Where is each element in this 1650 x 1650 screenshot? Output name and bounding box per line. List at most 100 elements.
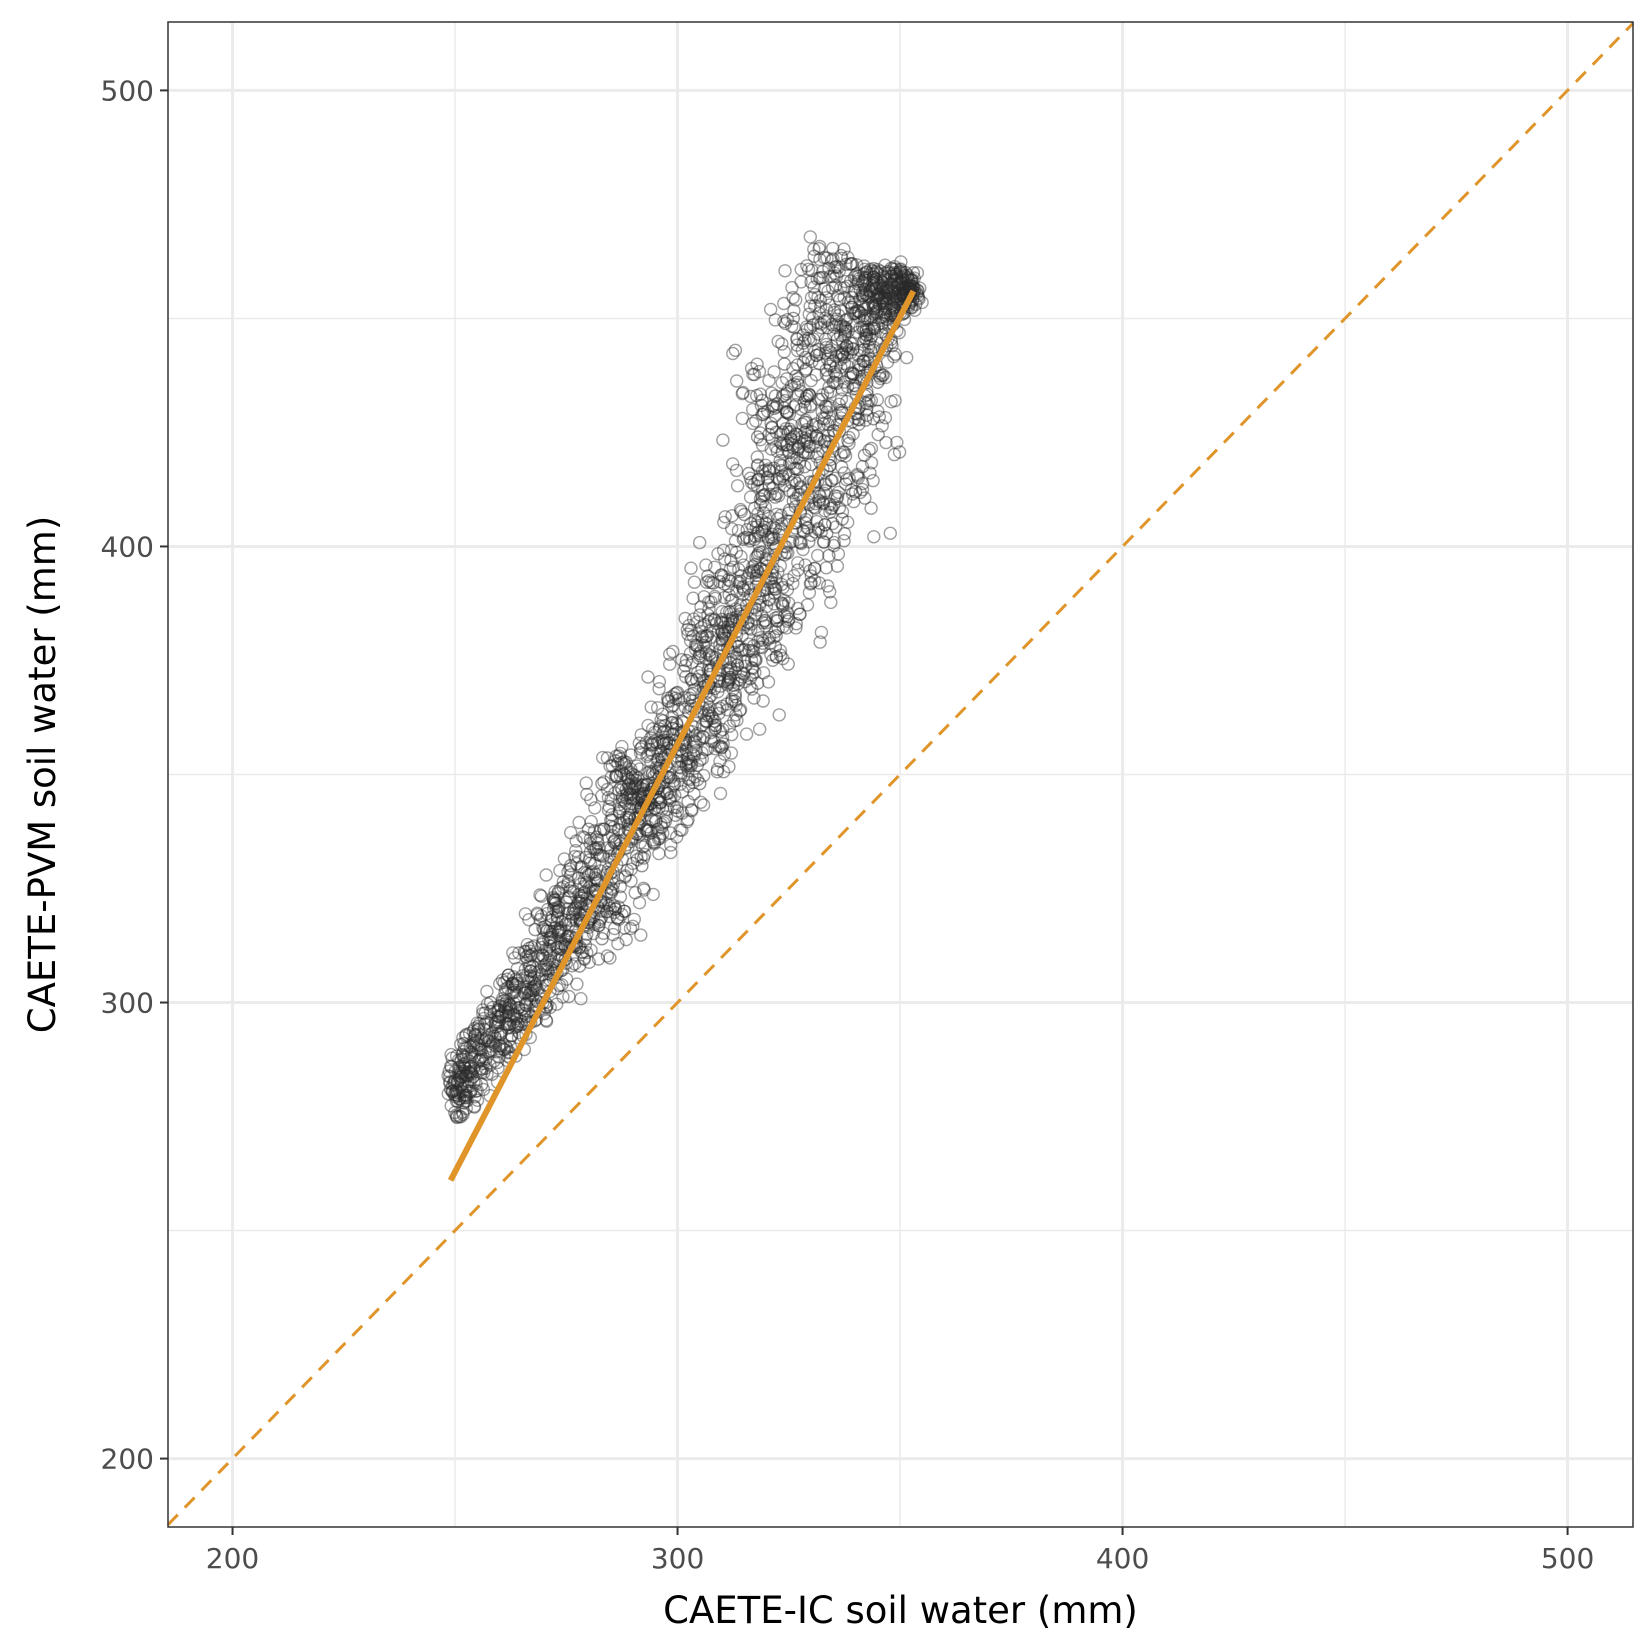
data-point xyxy=(813,347,827,361)
data-point xyxy=(747,367,762,382)
data-point xyxy=(670,804,685,818)
data-point xyxy=(664,838,678,852)
reference-lines xyxy=(166,22,1635,1526)
data-point xyxy=(472,1017,487,1031)
data-point xyxy=(790,331,804,346)
data-point xyxy=(789,461,803,475)
data-point xyxy=(485,1067,499,1082)
data-point xyxy=(856,354,870,368)
data-point xyxy=(763,487,777,502)
data-point xyxy=(684,623,698,638)
data-point xyxy=(822,400,836,414)
data-point xyxy=(624,874,638,888)
data-point xyxy=(865,329,879,343)
data-point xyxy=(878,302,892,316)
data-point xyxy=(802,388,816,402)
data-point xyxy=(857,279,872,293)
data-point xyxy=(851,412,865,427)
data-point xyxy=(760,582,775,596)
data-point xyxy=(759,599,774,614)
data-point xyxy=(514,1014,529,1028)
data-point xyxy=(517,1004,531,1018)
data-point xyxy=(522,958,537,972)
data-point xyxy=(602,849,617,863)
data-point xyxy=(857,343,871,357)
data-point xyxy=(828,471,842,485)
data-point xyxy=(727,714,741,728)
data-point xyxy=(677,690,691,705)
data-point xyxy=(624,774,638,788)
data-point xyxy=(897,269,911,283)
data-point xyxy=(753,545,767,559)
data-point xyxy=(825,281,840,295)
data-point xyxy=(748,514,762,528)
data-point xyxy=(837,445,852,460)
data-point xyxy=(799,392,813,406)
data-point xyxy=(796,448,810,462)
data-point xyxy=(753,529,767,543)
data-point xyxy=(498,986,512,1000)
data-point xyxy=(726,560,740,574)
data-point xyxy=(882,284,896,299)
data-point xyxy=(796,523,810,537)
data-point xyxy=(812,241,826,256)
data-point xyxy=(492,1050,506,1064)
data-point xyxy=(466,1024,481,1038)
data-point xyxy=(810,348,824,362)
data-point xyxy=(742,531,757,546)
data-point xyxy=(831,346,846,360)
data-point xyxy=(863,312,877,326)
data-point xyxy=(524,982,538,996)
data-point xyxy=(530,907,545,922)
data-point xyxy=(858,270,872,285)
data-point xyxy=(600,841,615,855)
data-point xyxy=(751,472,766,486)
data-point xyxy=(848,306,863,320)
data-point xyxy=(579,776,593,790)
x-tick-label: 400 xyxy=(1096,1542,1149,1575)
data-point xyxy=(552,941,566,955)
data-point xyxy=(852,363,866,377)
data-point xyxy=(860,328,874,342)
data-point xyxy=(508,978,522,992)
data-point xyxy=(753,433,768,447)
data-point xyxy=(809,348,823,363)
data-point xyxy=(811,290,825,304)
data-point xyxy=(540,944,554,958)
data-point xyxy=(790,338,804,352)
data-point xyxy=(457,1064,471,1079)
data-point xyxy=(818,346,833,360)
data-point xyxy=(749,653,763,667)
data-point xyxy=(860,396,874,411)
data-point xyxy=(818,518,832,532)
data-point xyxy=(534,951,548,965)
data-point xyxy=(751,525,765,540)
data-point xyxy=(855,290,870,304)
data-point xyxy=(608,902,622,916)
data-point xyxy=(510,1010,524,1024)
data-point xyxy=(823,345,838,360)
data-point xyxy=(875,368,889,382)
data-point xyxy=(713,739,727,753)
data-point xyxy=(458,1088,472,1102)
data-point xyxy=(711,547,725,561)
data-point xyxy=(791,601,805,616)
data-point xyxy=(655,707,670,721)
data-point xyxy=(817,486,831,500)
data-point xyxy=(448,1105,462,1120)
data-point xyxy=(879,284,893,298)
data-point xyxy=(576,945,590,959)
data-point xyxy=(696,798,711,812)
data-point xyxy=(609,769,623,783)
data-point xyxy=(781,657,795,671)
data-point xyxy=(683,688,697,702)
data-point xyxy=(564,868,578,882)
data-point xyxy=(753,387,768,401)
data-point xyxy=(832,264,846,278)
data-point xyxy=(605,808,619,822)
data-point xyxy=(664,845,678,860)
data-point xyxy=(738,642,752,657)
data-point xyxy=(817,434,832,448)
data-point xyxy=(468,1049,482,1064)
data-point xyxy=(623,791,638,805)
